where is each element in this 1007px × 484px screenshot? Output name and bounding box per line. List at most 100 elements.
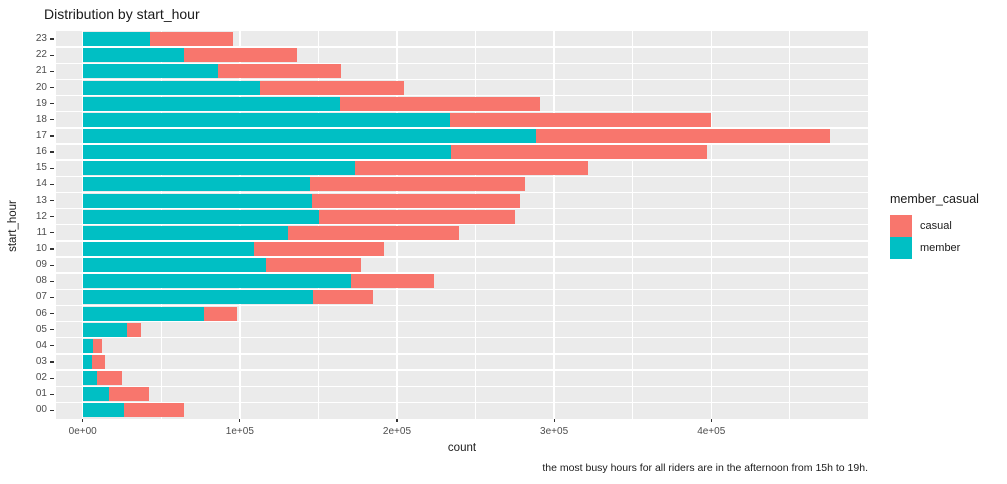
bar-segment-member: [82, 32, 150, 47]
y-tick-label: 06: [35, 307, 47, 319]
y-tick-mark: [50, 264, 54, 266]
y-tick-mark: [50, 409, 54, 411]
y-tick-label: 01: [35, 388, 47, 400]
y-tick-mark: [50, 119, 54, 121]
bar-segment-casual: [450, 112, 712, 127]
bar-segment-casual: [253, 241, 385, 256]
bar-segment-member: [82, 193, 313, 208]
y-gridline: [56, 272, 869, 274]
legend-entries: casual member: [890, 215, 1007, 259]
bar-segment-casual: [451, 145, 707, 160]
x-tick-label: 3e+05: [540, 426, 569, 437]
y-tick-label: 00: [35, 404, 47, 416]
y-gridline: [56, 288, 869, 291]
y-tick-label: 10: [35, 242, 47, 254]
bar-segment-member: [82, 112, 451, 127]
y-tick-label: 23: [35, 33, 47, 45]
y-tick-mark: [50, 38, 54, 40]
y-tick-label: 12: [35, 210, 47, 222]
y-tick-mark: [50, 199, 54, 202]
bar-segment-casual: [97, 371, 122, 386]
y-tick-mark: [50, 361, 54, 363]
y-tick-label: 19: [35, 97, 47, 109]
x-tick-label: 4e+05: [697, 426, 726, 437]
legend-entry-label: casual: [920, 220, 952, 232]
bar-segment-member: [82, 225, 288, 240]
bar-segment-member: [82, 128, 537, 143]
bar-segment-casual: [318, 209, 516, 224]
bar-segment-casual: [260, 80, 404, 95]
y-gridline: [56, 127, 869, 129]
y-tick-label: 03: [35, 355, 47, 367]
y-gridline: [56, 401, 869, 404]
y-tick-mark: [50, 393, 54, 395]
bar-segment-member: [82, 306, 204, 321]
bar-segment-member: [82, 403, 125, 418]
y-gridline: [56, 353, 869, 355]
bar-segment-casual: [92, 354, 106, 369]
y-tick-mark: [50, 312, 54, 315]
y-gridline: [56, 46, 869, 48]
bar-segment-member: [82, 387, 109, 402]
bar-segment-member: [82, 338, 93, 353]
y-tick-mark: [50, 345, 54, 347]
y-tick-label: 11: [36, 226, 47, 238]
x-tick-label: 1e+05: [225, 426, 254, 437]
y-tick-label: 08: [35, 275, 47, 287]
y-tick-label: 18: [35, 113, 47, 125]
caption: the most busy hours for all riders are i…: [542, 462, 868, 474]
bar-segment-member: [82, 322, 127, 337]
y-tick-label: 09: [35, 259, 47, 271]
bar-segment-casual: [203, 306, 237, 321]
legend: member_casual casual member: [890, 192, 1007, 259]
bar-segment-casual: [92, 338, 102, 353]
legend-entry: member: [890, 237, 1007, 259]
y-tick-mark: [50, 103, 54, 105]
y-tick-mark: [50, 54, 54, 56]
y-gridline: [56, 111, 869, 113]
bar-segment-casual: [218, 64, 341, 79]
y-tick-mark: [50, 70, 54, 72]
legend-key-swatch: [890, 237, 912, 259]
x-tick-label: 2e+05: [382, 426, 412, 437]
y-gridline: [56, 94, 869, 97]
legend-entry: casual: [890, 215, 1007, 237]
bar-segment-member: [82, 145, 452, 160]
y-tick-label: 15: [35, 162, 47, 174]
bar-segment-casual: [287, 225, 460, 240]
y-tick-label: 16: [35, 146, 47, 158]
x-tick-mark: [239, 418, 241, 422]
y-tick-mark: [50, 151, 54, 153]
y-tick-label: 22: [35, 49, 47, 61]
y-gridline: [56, 304, 869, 307]
y-tick-mark: [50, 135, 54, 137]
bar-segment-casual: [355, 161, 588, 176]
y-tick-mark: [50, 183, 54, 185]
x-axis-label: count: [447, 442, 477, 454]
bar-segment-member: [82, 96, 341, 111]
bar-segment-casual: [350, 274, 434, 289]
y-tick-mark: [50, 216, 54, 218]
bar-segment-member: [82, 354, 93, 369]
y-gridline: [56, 240, 869, 242]
y-tick-label: 04: [35, 339, 47, 351]
bar-segment-member: [82, 209, 319, 224]
y-tick-label: 07: [35, 291, 47, 303]
bar-segment-member: [82, 177, 310, 192]
x-tick-label: 0e+00: [68, 426, 97, 437]
x-tick-mark: [82, 418, 84, 422]
bar-segment-member: [82, 241, 254, 256]
bar-segment-member: [82, 161, 356, 176]
y-tick-label: 20: [35, 81, 47, 93]
bar-segment-member: [82, 290, 313, 305]
y-tick-label: 05: [35, 323, 47, 335]
y-gridline: [56, 256, 869, 258]
y-gridline: [56, 159, 869, 161]
bar-segment-casual: [149, 32, 233, 47]
y-gridline: [56, 224, 869, 226]
chart-title: Distribution by start_hour: [44, 6, 200, 22]
bar-segment-casual: [312, 193, 521, 208]
bar-segment-casual: [108, 387, 149, 402]
y-tick-mark: [50, 167, 54, 169]
